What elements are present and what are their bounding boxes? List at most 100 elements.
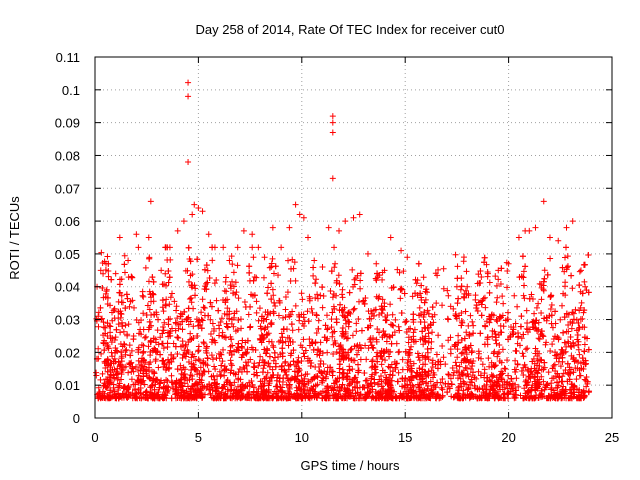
data-point bbox=[258, 339, 265, 346]
data-point bbox=[238, 387, 245, 394]
data-point bbox=[354, 389, 361, 396]
data-point bbox=[478, 355, 485, 362]
data-point bbox=[374, 380, 381, 387]
data-point bbox=[378, 372, 385, 379]
data-point bbox=[349, 266, 356, 273]
data-point bbox=[172, 391, 179, 398]
data-point bbox=[444, 287, 451, 294]
data-point bbox=[525, 378, 532, 385]
data-point bbox=[127, 360, 134, 367]
data-point bbox=[160, 357, 167, 364]
data-point bbox=[121, 252, 128, 259]
data-point bbox=[262, 350, 269, 357]
data-point bbox=[286, 224, 293, 231]
data-point bbox=[463, 268, 470, 275]
data-point bbox=[300, 214, 307, 221]
data-point bbox=[398, 309, 405, 316]
data-point bbox=[468, 379, 475, 386]
data-point bbox=[449, 365, 456, 372]
x-tick-label: 25 bbox=[605, 430, 619, 445]
data-point bbox=[305, 355, 312, 362]
data-point bbox=[147, 375, 154, 382]
data-point bbox=[421, 335, 428, 342]
data-point bbox=[179, 338, 186, 345]
data-point bbox=[328, 268, 335, 275]
data-point bbox=[123, 291, 130, 298]
data-point bbox=[201, 285, 208, 292]
data-point bbox=[576, 372, 583, 379]
data-point bbox=[160, 383, 167, 390]
data-point bbox=[234, 326, 241, 333]
data-point bbox=[413, 373, 420, 380]
data-point bbox=[375, 295, 382, 302]
data-point bbox=[249, 231, 256, 238]
data-point bbox=[138, 395, 145, 402]
data-point bbox=[409, 293, 416, 300]
data-point bbox=[570, 356, 577, 363]
data-point bbox=[425, 330, 432, 337]
data-point bbox=[434, 365, 441, 372]
data-point bbox=[340, 374, 347, 381]
data-point bbox=[141, 381, 148, 388]
data-point bbox=[470, 330, 477, 337]
data-point bbox=[408, 343, 415, 350]
data-point bbox=[491, 363, 498, 370]
data-point bbox=[278, 244, 285, 251]
data-point bbox=[469, 347, 476, 354]
data-point bbox=[579, 315, 586, 322]
data-point bbox=[514, 334, 521, 341]
data-point bbox=[447, 334, 454, 341]
data-point bbox=[490, 350, 497, 357]
data-point bbox=[407, 325, 414, 332]
data-point bbox=[486, 289, 493, 296]
data-point bbox=[568, 325, 575, 332]
data-point bbox=[561, 339, 568, 346]
data-point bbox=[413, 374, 420, 381]
data-point bbox=[351, 305, 358, 312]
data-point bbox=[538, 373, 545, 380]
data-point bbox=[198, 309, 205, 316]
data-point bbox=[200, 368, 207, 375]
data-point bbox=[115, 359, 122, 366]
data-point bbox=[243, 350, 250, 357]
data-point bbox=[518, 368, 525, 375]
data-point bbox=[264, 347, 271, 354]
data-point bbox=[97, 376, 104, 383]
data-point bbox=[256, 394, 263, 401]
data-point bbox=[170, 340, 177, 347]
data-point bbox=[309, 309, 316, 316]
data-point bbox=[563, 310, 570, 317]
data-point bbox=[145, 361, 152, 368]
data-point bbox=[302, 347, 309, 354]
data-point bbox=[496, 313, 503, 320]
data-point bbox=[150, 335, 157, 342]
data-point bbox=[541, 315, 548, 322]
data-point bbox=[273, 377, 280, 384]
data-point bbox=[139, 378, 146, 385]
data-point bbox=[499, 312, 506, 319]
data-point bbox=[573, 376, 580, 383]
data-point bbox=[298, 290, 305, 297]
data-point bbox=[109, 335, 116, 342]
data-point bbox=[393, 360, 400, 367]
data-point bbox=[201, 305, 208, 312]
data-point bbox=[295, 354, 302, 361]
data-point bbox=[250, 254, 257, 261]
data-point bbox=[528, 368, 535, 375]
data-point bbox=[261, 346, 268, 353]
data-point bbox=[581, 341, 588, 348]
data-point bbox=[452, 251, 459, 258]
data-point bbox=[257, 353, 264, 360]
data-point bbox=[525, 373, 532, 380]
data-point bbox=[506, 380, 513, 387]
data-point bbox=[308, 305, 315, 312]
data-point bbox=[192, 357, 199, 364]
data-point bbox=[228, 351, 235, 358]
data-point bbox=[155, 316, 162, 323]
data-point bbox=[450, 305, 457, 312]
data-point bbox=[276, 299, 283, 306]
data-point bbox=[358, 327, 365, 334]
data-point bbox=[505, 260, 512, 267]
data-point bbox=[261, 362, 268, 369]
data-point bbox=[540, 366, 547, 373]
